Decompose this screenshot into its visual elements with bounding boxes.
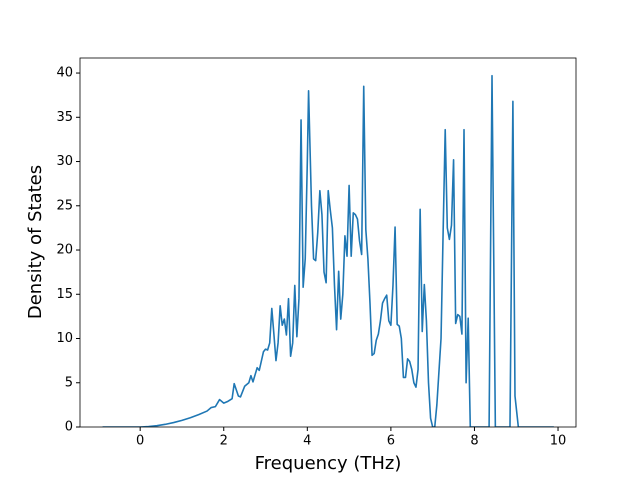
x-tick-label: 6 [387,434,395,449]
x-axis-label: Frequency (THz) [255,453,402,474]
y-tick-label: 15 [56,287,73,302]
y-tick-label: 5 [65,375,73,390]
y-axis-label: Density of States [25,165,46,319]
plot-frame [79,57,577,428]
x-tick-label: 4 [303,434,311,449]
y-tick-label: 40 [56,66,73,81]
y-tick-label: 35 [56,110,73,125]
x-tick-label: 10 [550,434,567,449]
x-tick-label: 8 [470,434,478,449]
y-tick-label: 30 [56,154,73,169]
x-tick-label: 2 [220,434,228,449]
y-tick-label: 20 [56,243,73,258]
y-tick-label: 10 [56,331,73,346]
x-tick-label: 0 [136,434,144,449]
y-tick-label: 25 [56,198,73,213]
y-tick-label: 0 [65,420,73,435]
data-line [102,74,554,427]
